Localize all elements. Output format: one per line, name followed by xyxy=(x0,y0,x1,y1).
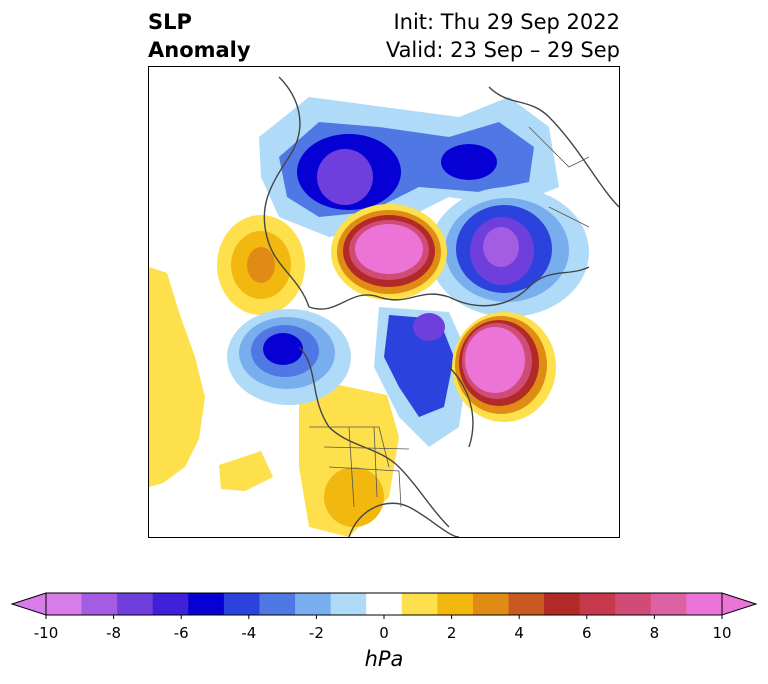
colorbar-segment xyxy=(437,593,474,615)
init-date: Init: Thu 29 Sep 2022 xyxy=(393,10,620,34)
canada-positive-anomaly xyxy=(217,215,305,315)
colorbar-tick-label: -2 xyxy=(308,624,324,642)
colorbar-segment xyxy=(579,593,616,615)
colorbar-tick-label: 6 xyxy=(582,624,592,642)
political-borders xyxy=(309,126,590,508)
colorbar-segment xyxy=(188,593,225,615)
colorbar-segment xyxy=(259,593,296,615)
colorbar-segment xyxy=(544,593,581,615)
title-line-2: Anomaly xyxy=(148,38,251,62)
pacific-high-anomaly xyxy=(452,312,556,422)
valid-time-header: Init: Thu 29 Sep 2022 Valid: 23 Sep – 29… xyxy=(386,8,620,64)
siberia-negative-anomaly xyxy=(429,187,589,317)
colorbar-segment xyxy=(686,593,723,615)
colorbar-tick-label: 0 xyxy=(379,624,389,642)
bering-negative-anomaly xyxy=(227,309,351,405)
arctic-positive-anomaly xyxy=(331,204,447,300)
colorbar-segment xyxy=(650,593,687,615)
colorbar-tick-label: 8 xyxy=(649,624,660,642)
map-title: SLP Anomaly xyxy=(148,8,251,64)
colorbar-extend-min xyxy=(10,592,47,616)
map-canvas xyxy=(149,76,619,537)
colorbar-extend-max xyxy=(721,592,758,616)
colorbar-segment xyxy=(472,593,510,615)
colorbar-tick-label: 10 xyxy=(712,624,732,642)
colorbar-segment xyxy=(615,593,652,615)
coastlines xyxy=(263,76,619,537)
colorbar-segment xyxy=(81,593,118,615)
colorbar-segment xyxy=(401,593,438,615)
pacific-positive-anomaly xyxy=(149,267,205,487)
us-positive-anomaly xyxy=(219,385,399,537)
colorbar-segment xyxy=(117,593,154,615)
colorbar-segment xyxy=(508,593,545,615)
colorbar-tick-label: -8 xyxy=(106,624,122,642)
colorbar-svg xyxy=(10,592,758,619)
colorbar-unit: hPa xyxy=(364,647,404,671)
colorbar-segment xyxy=(46,593,83,615)
colorbar-segment xyxy=(152,593,189,615)
central-negative-anomaly xyxy=(374,307,469,447)
colorbar-segment xyxy=(295,593,332,615)
colorbar-tick-label: -4 xyxy=(241,624,257,642)
colorbar-tick-label: -10 xyxy=(33,624,59,642)
anomaly-map xyxy=(148,66,620,538)
colorbar-segment xyxy=(223,593,260,615)
colorbar: -10 -8 -6 -4 -2 0 2 4 6 8 10 xyxy=(0,588,768,642)
colorbar-tick-label: 4 xyxy=(514,624,524,642)
title-line-1: SLP xyxy=(148,10,192,34)
colorbar-segment xyxy=(366,593,403,615)
valid-range: Valid: 23 Sep – 29 Sep xyxy=(385,38,620,62)
colorbar-tick-label: 2 xyxy=(446,624,457,642)
colorbar-segment xyxy=(330,593,367,615)
colorbar-tick-label: -6 xyxy=(173,624,189,642)
